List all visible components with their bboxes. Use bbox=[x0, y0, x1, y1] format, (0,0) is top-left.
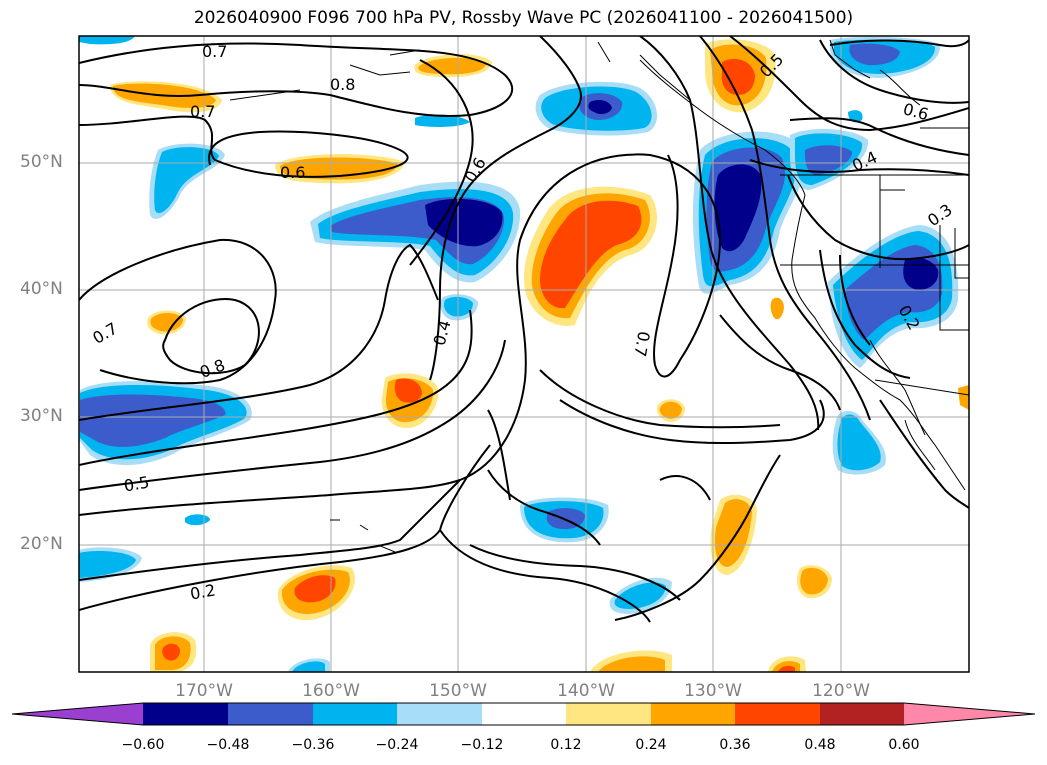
colorbar-swatch bbox=[566, 703, 651, 725]
colorbar-swatch bbox=[143, 703, 228, 725]
colorbar-tick-label: 0.48 bbox=[804, 737, 836, 753]
lon-label-160w: 160°W bbox=[302, 681, 360, 701]
lat-label-40n: 40°N bbox=[20, 279, 63, 299]
lat-label-30n: 30°N bbox=[20, 406, 63, 426]
contour-label: 0.7 bbox=[202, 42, 227, 61]
contour-label: 0.7 bbox=[630, 330, 653, 358]
contour-label: 0.8 bbox=[330, 75, 355, 94]
colorbar-extend-low bbox=[12, 703, 143, 725]
lat-label-50n: 50°N bbox=[20, 152, 63, 172]
contour-label: 0.6 bbox=[280, 163, 305, 182]
colorbar-tick-label: 0.60 bbox=[888, 737, 920, 753]
colorbar-tick-label: −0.24 bbox=[375, 737, 419, 753]
colorbar-outline bbox=[11, 702, 1036, 726]
colorbar-tick-label: 0.12 bbox=[550, 737, 582, 753]
map-frame bbox=[78, 35, 970, 673]
colorbar-tick-label: −0.12 bbox=[460, 737, 504, 753]
lon-label-170w: 170°W bbox=[175, 681, 233, 701]
colorbar-swatch bbox=[397, 703, 482, 725]
pv-contour-lines bbox=[79, 36, 969, 623]
colorbar-swatch bbox=[482, 703, 566, 725]
colorbar-tick-label: −0.60 bbox=[121, 737, 165, 753]
contour-label: 0.2 bbox=[189, 580, 217, 603]
map-title: 2026040900 F096 700 hPa PV, Rossby Wave … bbox=[193, 8, 854, 28]
colorbar bbox=[11, 702, 1036, 726]
colorbar-tick-label: −0.48 bbox=[206, 737, 250, 753]
positive-anomaly-region bbox=[110, 39, 969, 672]
coastlines bbox=[229, 39, 969, 553]
lon-label-150w: 150°W bbox=[429, 681, 487, 701]
colorbar-swatch bbox=[651, 703, 735, 725]
colorbar-swatch bbox=[313, 703, 397, 725]
lon-label-130w: 130°W bbox=[684, 681, 742, 701]
lon-label-120w: 120°W bbox=[812, 681, 870, 701]
lon-label-140w: 140°W bbox=[557, 681, 615, 701]
graticule bbox=[79, 36, 969, 672]
colorbar-tick-label: 0.24 bbox=[635, 737, 667, 753]
colorbar-swatch bbox=[228, 703, 313, 725]
contour-label: 0.5 bbox=[122, 472, 150, 495]
colorbar-tick-label: −0.36 bbox=[291, 737, 335, 753]
colorbar-swatch bbox=[735, 703, 820, 725]
colorbar-swatch bbox=[820, 703, 904, 725]
colorbar-tick-label: 0.36 bbox=[719, 737, 751, 753]
contour-label: 0.7 bbox=[190, 102, 215, 121]
lat-label-20n: 20°N bbox=[20, 534, 63, 554]
colorbar-extend-high bbox=[904, 703, 1035, 725]
